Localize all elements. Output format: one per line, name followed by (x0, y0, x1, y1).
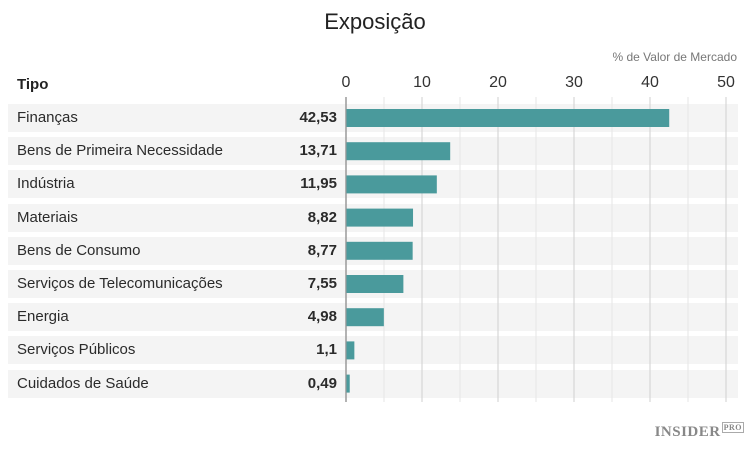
bar (346, 208, 414, 227)
value-label: 1,1 (316, 341, 337, 359)
row-background (8, 369, 738, 398)
category-label: Bens de Consumo (17, 241, 141, 259)
bar (346, 308, 384, 327)
x-tick-label: 20 (489, 74, 507, 91)
x-tick-label: 0 (342, 74, 351, 91)
value-label: 0,49 (307, 374, 337, 392)
category-label: Materiais (17, 208, 78, 226)
value-label: 8,77 (307, 241, 337, 259)
bar (346, 175, 437, 194)
x-tick-label: 50 (717, 74, 735, 91)
category-label: Energia (17, 308, 69, 326)
value-label: 42,53 (299, 109, 337, 126)
category-label: Serviços Públicos (17, 341, 136, 359)
category-label: Serviços de Telecomunicações (17, 275, 223, 292)
x-tick-label: 30 (565, 74, 583, 91)
bar (346, 109, 670, 127)
axis-unit-label: % de Valor de Mercado (612, 50, 737, 64)
value-label: 4,98 (307, 308, 337, 326)
value-label: 7,55 (307, 275, 337, 292)
x-tick-label: 10 (413, 74, 431, 91)
bar (346, 374, 350, 393)
category-label: Indústria (17, 175, 75, 193)
category-label: Cuidados de Saúde (17, 374, 149, 392)
category-label: Finanças (17, 109, 78, 126)
category-column-header: Tipo (17, 76, 49, 93)
brand-logo: INSIDER PRO (654, 422, 744, 440)
bar (346, 241, 413, 260)
x-tick-label: 40 (641, 74, 659, 91)
category-label: Bens de Primeira Necessidade (17, 142, 223, 160)
bar (346, 341, 355, 360)
value-label: 8,82 (307, 208, 337, 226)
value-label: 11,95 (300, 175, 337, 193)
chart-title: Exposição (324, 9, 426, 34)
bar (346, 275, 404, 293)
value-label: 13,71 (299, 142, 337, 160)
bar (346, 142, 451, 161)
row-background (8, 336, 738, 365)
